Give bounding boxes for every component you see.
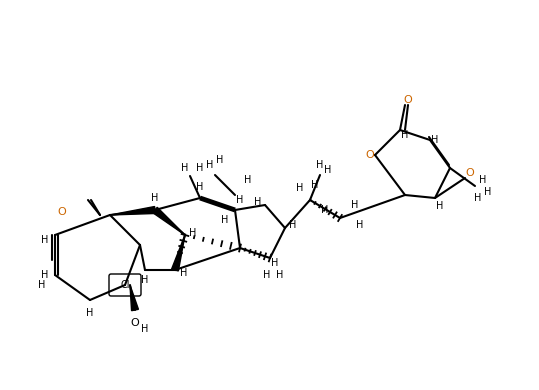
Text: H: H [474, 193, 482, 203]
Text: Cl: Cl [120, 280, 130, 290]
Text: H: H [312, 180, 319, 190]
Text: H: H [222, 215, 229, 225]
Text: H: H [316, 160, 324, 170]
Text: H: H [277, 270, 284, 280]
Text: H: H [296, 183, 303, 193]
Text: H: H [436, 201, 444, 211]
Text: H: H [485, 187, 492, 197]
Text: O: O [404, 95, 412, 105]
FancyBboxPatch shape [109, 274, 141, 296]
Text: H: H [289, 220, 296, 230]
Text: H: H [351, 200, 358, 210]
Text: H: H [479, 175, 487, 185]
Text: H: H [216, 155, 224, 165]
Text: H: H [356, 220, 364, 230]
Text: O: O [130, 318, 140, 328]
Text: H: H [181, 268, 188, 278]
Text: O: O [466, 168, 474, 178]
Text: H: H [244, 175, 252, 185]
Text: H: H [431, 135, 439, 145]
Text: H: H [141, 324, 149, 334]
Text: H: H [141, 275, 149, 285]
Text: H: H [321, 205, 329, 215]
Text: H: H [254, 197, 262, 207]
Text: H: H [151, 193, 158, 203]
Text: O: O [365, 150, 375, 160]
Text: H: H [402, 130, 409, 140]
Text: H: H [42, 270, 49, 280]
Text: H: H [236, 195, 244, 205]
Text: H: H [86, 308, 94, 318]
Text: H: H [181, 163, 189, 173]
Text: H: H [196, 182, 204, 192]
Text: O: O [58, 207, 66, 217]
Polygon shape [171, 235, 185, 271]
Text: H: H [189, 228, 197, 238]
Text: H: H [324, 165, 331, 175]
Text: H: H [264, 270, 271, 280]
Polygon shape [153, 207, 185, 235]
Polygon shape [110, 207, 155, 215]
Text: H: H [271, 258, 279, 268]
Text: H: H [206, 160, 213, 170]
Text: H: H [42, 235, 49, 245]
Polygon shape [130, 285, 139, 311]
Text: H: H [196, 163, 204, 173]
Text: H: H [38, 280, 46, 290]
